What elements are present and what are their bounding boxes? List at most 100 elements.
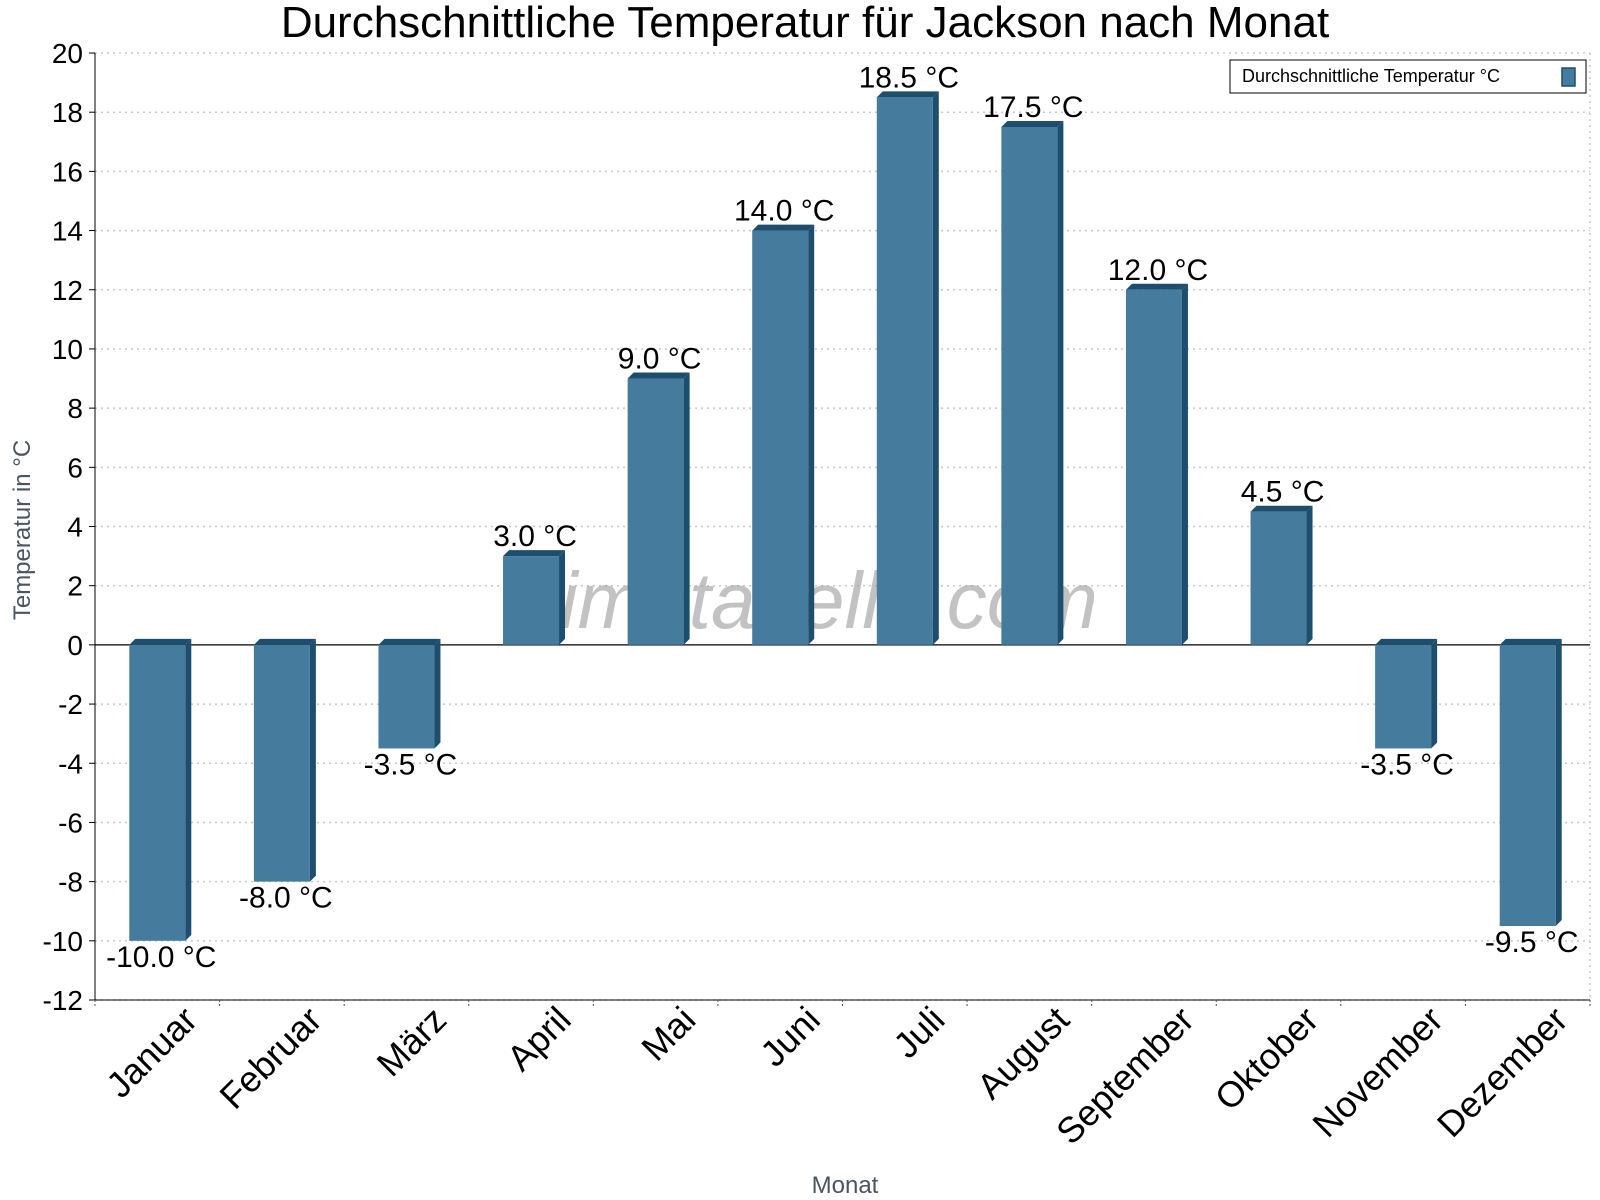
legend-box <box>1229 59 1587 94</box>
y-tick-label: -6 <box>58 807 83 838</box>
bar-value-label: 3.0 °C <box>493 520 577 553</box>
bar-front <box>1001 126 1058 645</box>
bar-value-label: 12.0 °C <box>1108 254 1208 287</box>
bar-oktober <box>1250 505 1313 645</box>
y-tick-label: 6 <box>67 452 83 483</box>
bar-juli <box>876 91 939 645</box>
bar-side <box>1057 120 1064 645</box>
x-tick-label: März <box>369 999 455 1085</box>
y-tick-label: 12 <box>52 275 83 306</box>
bar-juni <box>752 224 815 645</box>
x-tick-label: September <box>1048 999 1202 1153</box>
bar-märz <box>378 638 441 749</box>
y-tick-label: -2 <box>58 689 83 720</box>
bar-top <box>1001 120 1064 127</box>
bar-februar <box>253 638 316 882</box>
bar-front <box>1125 289 1182 645</box>
bar-side <box>185 638 192 941</box>
bar-value-label: -3.5 °C <box>1360 748 1454 781</box>
x-tick-label: Juni <box>752 999 828 1075</box>
bar-top <box>253 638 316 645</box>
bar-front <box>627 378 684 645</box>
bar-side <box>1306 505 1313 645</box>
bar-value-label: 4.5 °C <box>1241 476 1325 509</box>
bar-value-label: -10.0 °C <box>106 941 216 974</box>
chart-title: Durchschnittliche Temperatur für Jackson… <box>281 0 1329 47</box>
x-tick-label: Juli <box>885 999 952 1066</box>
bar-front <box>503 556 560 645</box>
bar-value-label: -8.0 °C <box>239 882 333 915</box>
y-tick-label: 16 <box>52 156 83 187</box>
x-tick-label: Dezember <box>1429 999 1575 1145</box>
x-tick-label: Februar <box>211 999 329 1117</box>
bar-side <box>434 638 441 749</box>
bar-top <box>627 372 690 379</box>
axes <box>94 53 1590 1001</box>
bar-front <box>378 644 435 749</box>
bar-top <box>1125 283 1188 290</box>
bar-side <box>1431 638 1438 749</box>
y-tick-label: 18 <box>52 97 83 128</box>
bar-dezember <box>1499 638 1562 927</box>
bar-front <box>1499 644 1556 927</box>
y-tick-label: 4 <box>67 512 83 543</box>
bar-mai <box>627 372 690 645</box>
y-tick-label: 2 <box>67 571 83 602</box>
x-tick-label: Oktober <box>1207 999 1327 1119</box>
bar-top <box>752 224 815 231</box>
bar-side <box>932 91 939 645</box>
bar-front <box>129 644 186 941</box>
bar-top <box>129 638 192 645</box>
y-tick-label: -12 <box>43 985 83 1016</box>
y-tick-label: 0 <box>67 630 83 661</box>
bar-value-label: -9.5 °C <box>1485 926 1579 959</box>
y-tick-label: 8 <box>67 393 83 424</box>
bar-januar <box>129 638 192 941</box>
bar-value-label: 9.0 °C <box>618 343 702 376</box>
x-tick-labels: Januar Februar März April Mai Juni Juli AugustS… <box>94 999 1591 1153</box>
bar-value-label: 18.5 °C <box>859 61 959 94</box>
bar-side <box>309 638 316 882</box>
bar-top <box>503 550 566 557</box>
x-tick-label: November <box>1304 999 1450 1145</box>
bar-front <box>1375 644 1432 749</box>
bar-side <box>683 372 690 645</box>
y-tick-label: -4 <box>58 748 83 779</box>
bar-value-labels: -10.0 °C -8.0 °C -3.5 °C 3.0 °C 9.0 °C 14.0 °… <box>106 61 1578 973</box>
bar-front <box>876 97 933 645</box>
x-tick-label: Januar <box>98 999 205 1106</box>
bar-side <box>1555 638 1562 927</box>
y-tick-label: 10 <box>52 334 83 365</box>
bar-top <box>876 91 939 98</box>
bar-side <box>559 550 566 645</box>
legend-label: Durchschnittliche Temperatur °C <box>1242 66 1500 86</box>
bar-front <box>1250 511 1307 645</box>
bar-september <box>1125 283 1188 645</box>
bar-side <box>1181 283 1188 645</box>
bar-top <box>378 638 441 645</box>
bar-november <box>1375 638 1438 749</box>
bar-value-label: -3.5 °C <box>364 748 458 781</box>
bar-side <box>808 224 815 645</box>
bar-front <box>752 230 809 645</box>
y-tick-label: 20 <box>52 38 83 69</box>
x-axis-label: Monat <box>812 1172 879 1199</box>
legend: Durchschnittliche Temperatur °C <box>1229 59 1587 94</box>
bar-august <box>1001 120 1064 645</box>
x-tick-label: April <box>499 999 579 1079</box>
x-tick-label: Mai <box>633 999 703 1069</box>
grid-lines <box>95 52 1591 1001</box>
bar-front <box>253 644 310 882</box>
y-tick-label: -8 <box>58 867 83 898</box>
y-tick-label: -10 <box>43 926 83 957</box>
bar-value-label: 17.5 °C <box>983 91 1083 124</box>
y-axis-label: Temperatur in °C <box>9 440 36 620</box>
bar-top <box>1499 638 1562 645</box>
x-tick-label: August <box>969 999 1077 1107</box>
bar-top <box>1250 505 1313 512</box>
y-tick-label: 14 <box>52 216 83 247</box>
bar-april <box>503 550 566 645</box>
legend-swatch <box>1561 67 1576 87</box>
